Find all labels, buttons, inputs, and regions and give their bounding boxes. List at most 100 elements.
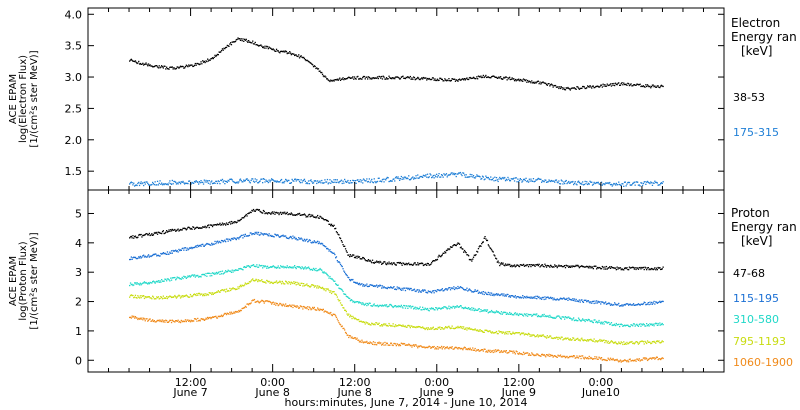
proton-point-795-1193: [163, 297, 165, 299]
electron-point-38-53: [158, 65, 160, 67]
proton-point-1060-1900: [392, 344, 394, 347]
proton-point-795-1193: [250, 280, 252, 282]
proton-point-795-1193: [655, 342, 657, 344]
proton-point-1060-1900: [471, 349, 473, 351]
electron-point-175-315: [347, 179, 349, 182]
proton-point-1060-1900: [213, 316, 215, 318]
proton-point-310-580: [386, 306, 388, 308]
proton-point-1060-1900: [519, 353, 521, 355]
electron-point-38-53: [207, 58, 209, 60]
proton-point-115-195: [517, 296, 519, 298]
proton-point-310-580: [286, 265, 288, 267]
electron-point-38-53: [131, 59, 133, 61]
proton-point-115-195: [409, 287, 411, 290]
electron-data: [129, 37, 664, 187]
proton-point-1060-1900: [624, 359, 626, 361]
proton-point-795-1193: [280, 281, 282, 283]
proton-point-795-1193: [496, 332, 498, 335]
proton-point-795-1193: [331, 291, 333, 293]
proton-point-47-68: [580, 265, 582, 267]
electron-point-175-315: [355, 182, 357, 184]
proton-point-47-68: [390, 263, 392, 265]
proton-point-310-580: [248, 265, 250, 267]
electron-point-175-315: [266, 180, 269, 182]
proton-point-310-580: [164, 278, 166, 280]
electron-point-38-53: [210, 58, 212, 60]
proton-point-795-1193: [415, 326, 417, 329]
proton-point-310-580: [278, 267, 280, 269]
proton-point-1060-1900: [595, 358, 597, 360]
proton-point-310-580: [403, 305, 406, 307]
proton-point-795-1193: [318, 285, 320, 288]
proton-point-47-68: [426, 264, 428, 266]
proton-ytick-label: 5: [75, 207, 82, 220]
proton-point-1060-1900: [272, 301, 274, 303]
electron-point-175-315: [229, 178, 231, 180]
proton-point-47-68: [487, 244, 489, 246]
proton-point-47-68: [337, 233, 339, 235]
proton-point-47-68: [232, 221, 234, 223]
proton-point-47-68: [585, 266, 587, 268]
proton-point-47-68: [515, 265, 517, 267]
electron-point-38-53: [605, 85, 607, 87]
electron-point-175-315: [652, 182, 654, 184]
proton-point-47-68: [568, 265, 571, 267]
proton-point-795-1193: [641, 340, 644, 342]
electron-point-175-315: [492, 177, 494, 179]
proton-point-795-1193: [311, 284, 313, 286]
electron-point-175-315: [150, 184, 152, 186]
proton-point-795-1193: [399, 324, 401, 326]
proton-point-795-1193: [381, 325, 384, 327]
proton-point-47-68: [579, 266, 581, 268]
electron-point-38-53: [440, 78, 443, 80]
proton-point-47-68: [600, 268, 603, 270]
proton-point-115-195: [471, 291, 473, 293]
proton-point-1060-1900: [347, 334, 349, 336]
electron-point-175-315: [505, 178, 507, 180]
proton-point-310-580: [326, 273, 328, 275]
proton-point-115-195: [362, 283, 365, 286]
proton-point-795-1193: [131, 294, 133, 297]
proton-point-310-580: [248, 266, 251, 268]
proton-point-1060-1900: [584, 356, 586, 358]
electron-point-175-315: [213, 182, 215, 184]
proton-point-115-195: [163, 253, 165, 255]
proton-point-47-68: [436, 258, 439, 261]
proton-point-115-195: [270, 234, 272, 237]
proton-point-115-195: [337, 261, 339, 263]
proton-point-47-68: [638, 267, 640, 269]
proton-point-115-195: [418, 289, 420, 291]
proton-point-310-580: [536, 315, 539, 318]
proton-point-115-195: [352, 278, 354, 281]
proton-point-795-1193: [385, 323, 387, 325]
proton-point-47-68: [203, 226, 205, 228]
proton-point-795-1193: [287, 283, 289, 285]
electron-point-175-315: [397, 176, 399, 178]
proton-point-795-1193: [175, 297, 178, 299]
proton-point-115-195: [312, 241, 314, 243]
proton-point-47-68: [347, 254, 349, 256]
electron-point-175-315: [445, 174, 447, 176]
proton-point-115-195: [274, 233, 276, 235]
proton-point-310-580: [526, 313, 528, 315]
proton-point-795-1193: [485, 329, 487, 331]
electron-point-38-53: [568, 88, 571, 90]
proton-point-47-68: [361, 258, 363, 260]
proton-point-1060-1900: [465, 348, 467, 351]
electron-point-175-315: [282, 181, 284, 183]
proton-point-115-195: [499, 294, 501, 297]
electron-point-38-53: [514, 78, 516, 81]
proton-point-1060-1900: [518, 353, 520, 355]
proton-point-115-195: [569, 299, 571, 301]
proton-point-310-580: [290, 267, 292, 269]
proton-point-795-1193: [252, 278, 254, 280]
proton-point-115-195: [284, 235, 286, 237]
proton-series-47-68: [129, 208, 664, 271]
electron-point-38-53: [371, 78, 373, 80]
proton-point-795-1193: [647, 341, 649, 343]
electron-point-175-315: [411, 177, 413, 179]
proton-point-115-195: [479, 292, 481, 294]
proton-point-795-1193: [344, 309, 346, 311]
electron-point-38-53: [225, 46, 227, 49]
proton-point-310-580: [275, 266, 277, 268]
